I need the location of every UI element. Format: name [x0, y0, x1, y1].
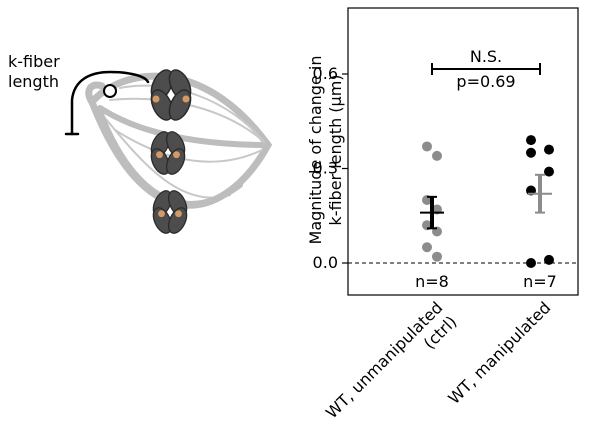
k-fiber-bracket [70, 70, 150, 136]
chromosome [152, 190, 188, 234]
pole-marker [103, 84, 117, 98]
data-point [544, 166, 554, 177]
y-axis-label: Magnitude of change ink-fiber length (µm… [306, 56, 345, 245]
n-label: n=7 [523, 272, 557, 291]
chromosome [150, 131, 186, 175]
spindle-fiber [114, 129, 263, 163]
spindle-fiber [97, 105, 271, 148]
spindle-fiber [119, 84, 265, 143]
data-point [526, 135, 536, 146]
p-value: p=0.69 [456, 72, 515, 91]
diagram-label: k-fiber length [8, 52, 60, 91]
data-point [432, 251, 442, 262]
y-tick-label: 0.0 [313, 253, 338, 272]
data-point [422, 141, 432, 152]
data-point [544, 254, 554, 265]
x-tick-label: WT, unmanipulated(ctrl) [322, 298, 460, 436]
data-point [526, 147, 536, 158]
x-tick-label: WT, manipulated [444, 298, 554, 408]
spindle-pole [85, 81, 106, 106]
y-tick-label: 0.3 [313, 158, 338, 177]
plot-frame [347, 7, 579, 296]
chromosome [150, 69, 192, 121]
n-label: n=8 [415, 272, 449, 291]
chromosomes [150, 69, 192, 234]
data-point [526, 258, 536, 268]
data-point [432, 150, 442, 161]
data-point [422, 242, 432, 253]
annotation: N.S. [470, 47, 502, 66]
y-tick-label: 0.6 [313, 64, 338, 83]
data-point [544, 144, 554, 155]
